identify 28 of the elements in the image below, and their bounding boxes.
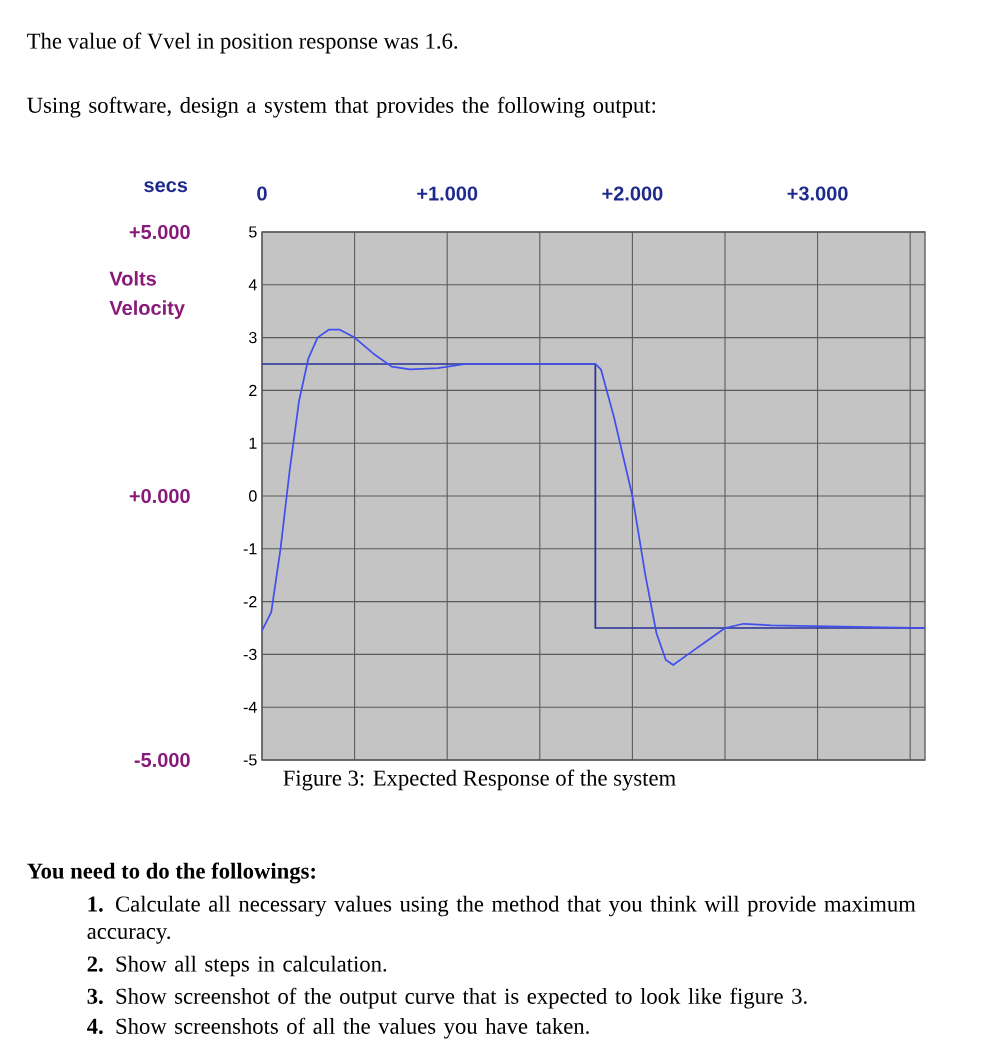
x-tick-label: +2.000 — [602, 186, 663, 201]
text: 3. Show screenshot of the output curve that is expected to look like figure 3. — [87, 987, 807, 1009]
text: 1. Calculate all necessary values using the method that you think will provide maximum accuracy. — [87, 895, 916, 944]
y-tick-label: 0 — [249, 490, 257, 502]
caption: Figure 3: Expected Response of the system — [283, 769, 676, 791]
y2-tick-label: +0.000 — [129, 488, 190, 504]
y-tick-label: -2 — [243, 596, 257, 608]
y2-tick-label: -5.000 — [134, 752, 190, 768]
y2-axis-title: Volts Velocity — [109, 271, 186, 319]
x-axis-title: secs — [144, 181, 188, 193]
y-tick-label: 3 — [249, 331, 257, 344]
text: 4. Show screenshots of all the values you have taken. — [87, 1017, 589, 1039]
y2-tick-label: +5.000 — [129, 224, 190, 240]
y-tick-label: -5 — [243, 754, 257, 766]
y-tick-label: -1 — [243, 543, 257, 555]
y-tick-label: 1 — [249, 437, 257, 449]
text: 2. Show all steps in calculation. — [87, 955, 387, 977]
y-tick-label: 5 — [249, 226, 257, 238]
x-tick-label: +3.000 — [787, 186, 848, 201]
y-tick-label: -3 — [243, 648, 257, 661]
chart-title: The value of Vvel in position response was 1.6. — [27, 32, 458, 54]
text: You need to do the followings: — [27, 862, 316, 884]
chart-subtitle: Using software, design a system that provides the following output: — [27, 96, 656, 118]
y-tick-label: -4 — [243, 701, 257, 713]
y-tick-label: 2 — [249, 384, 257, 396]
line-series — [262, 328, 926, 666]
y-tick-label: 4 — [248, 279, 257, 291]
x-tick-label: +1.000 — [417, 186, 478, 201]
